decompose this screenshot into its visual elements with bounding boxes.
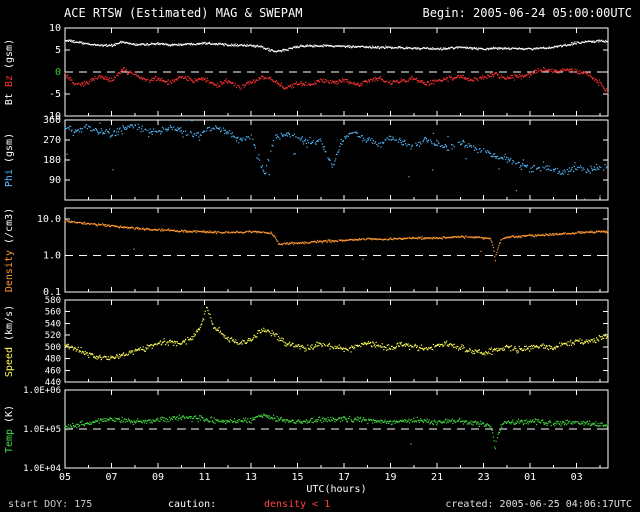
x-axis-title: UTC(hours) xyxy=(306,484,367,495)
caution-label: caution: xyxy=(168,499,217,510)
begin-timestamp: Begin: 2005-06-24 05:00:00UTC xyxy=(422,6,632,20)
plot-title: ACE RTSW (Estimated) MAG & SWEPAM xyxy=(64,6,303,20)
plot-header: ACE RTSW (Estimated) MAG & SWEPAM Begin:… xyxy=(64,6,632,20)
ylabel-speed: Speed (km/s) xyxy=(4,305,15,377)
ytick-label: 0.1 xyxy=(43,287,61,298)
ytick-label: 1.0 xyxy=(43,250,61,261)
ylabel-density: Density (/cm3) xyxy=(4,208,15,292)
start-doy-label: start DOY: 175 xyxy=(8,499,93,510)
panel-temp: 1.0E+06 1.0E+05 1.0E+04 Temp (K) xyxy=(4,386,609,474)
xtick-label: 03 xyxy=(571,472,583,483)
caution-value: density < 1 xyxy=(264,499,331,510)
ytick-label: 520 xyxy=(45,331,61,341)
ytick-label: -10 xyxy=(43,111,61,122)
xtick-label: 07 xyxy=(105,472,117,483)
xtick-label: 09 xyxy=(152,472,164,483)
ytick-label: 90 xyxy=(49,175,61,186)
plot-area: 10 5 0 -5 -10 Bt Bz (gsm) 360 270 180 90 Phi (gsm)… xyxy=(4,24,609,483)
xtick-label: 19 xyxy=(385,472,397,483)
ytick-label: 1.0E+05 xyxy=(23,425,61,435)
ytick-label: 360 xyxy=(43,115,61,126)
ylabel-temp: Temp (K) xyxy=(4,405,15,453)
series-speed xyxy=(64,306,609,361)
ylabel-phi: Phi (gsm) xyxy=(4,133,15,187)
ytick-label: 460 xyxy=(45,366,61,376)
series-density xyxy=(64,219,609,262)
ylabel-bt-bz: Bt Bz (gsm) xyxy=(4,39,15,105)
ytick-label: 5 xyxy=(55,45,61,56)
ytick-label: 440 xyxy=(45,378,61,388)
series-bz xyxy=(64,67,609,94)
panel-phi: 360 270 180 90 Phi (gsm) xyxy=(4,115,609,201)
ytick-label: 480 xyxy=(45,355,61,365)
ytick-label: 270 xyxy=(43,135,61,146)
ytick-label: -5 xyxy=(49,89,61,100)
xtick-label: 15 xyxy=(292,472,304,483)
panel-bt-bz: 10 5 0 -5 -10 Bt Bz (gsm) xyxy=(4,24,609,122)
series-temp xyxy=(64,413,609,450)
xtick-label: 17 xyxy=(338,472,350,483)
xtick-label: 21 xyxy=(431,472,443,483)
ytick-label: 1.0E+06 xyxy=(23,386,61,396)
series-phi xyxy=(64,120,608,200)
xtick-label: 13 xyxy=(245,472,257,483)
ytick-label: 0 xyxy=(55,67,61,78)
xtick-label: 01 xyxy=(524,472,536,483)
xtick-label: 11 xyxy=(199,472,211,483)
series-bt xyxy=(64,39,609,53)
xtick-label: 23 xyxy=(478,472,490,483)
ytick-label: 10 xyxy=(49,24,61,34)
xtick-label: 05 xyxy=(59,472,71,483)
panel-density: 10.0 1.0 0.1 Density (/cm3) xyxy=(4,207,609,298)
ytick-label: 540 xyxy=(45,319,61,329)
ytick-label: 560 xyxy=(45,308,61,318)
ytick-label: 500 xyxy=(45,343,61,353)
ytick-label: 1.0E+04 xyxy=(23,464,61,474)
x-axis-labels: 05 07 09 11 13 15 17 19 21 23 01 03 xyxy=(59,472,583,483)
ytick-label: 180 xyxy=(43,155,61,166)
ytick-label: 580 xyxy=(45,296,61,306)
ytick-label: 10.0 xyxy=(37,214,61,225)
created-timestamp: created: 2005-06-25 04:06:17UTC xyxy=(445,499,632,510)
